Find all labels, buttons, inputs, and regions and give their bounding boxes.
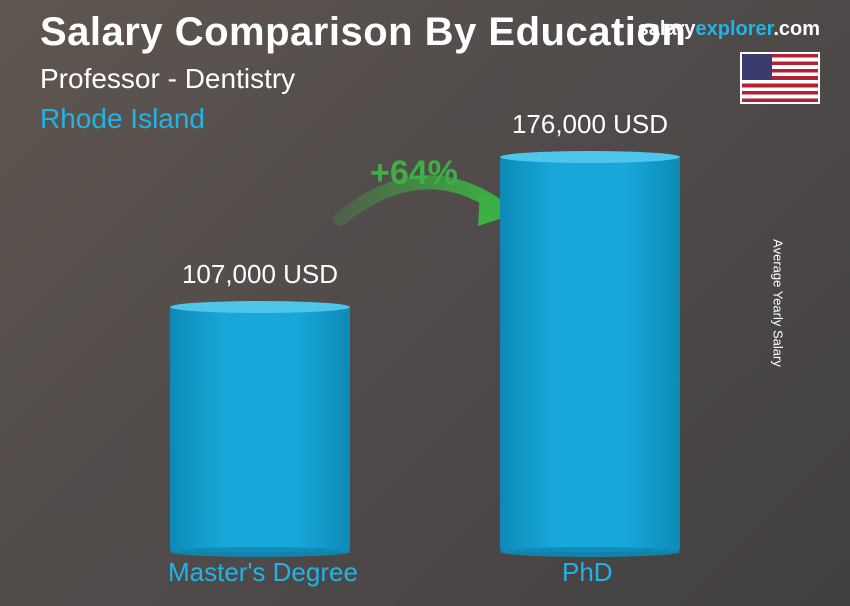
value-label: 176,000 USD [512,109,668,140]
flag-icon [740,52,820,104]
category-label: Master's Degree [168,557,358,588]
bar-chart: 107,000 USD 176,000 USD Master's Degree … [0,154,850,594]
subtitle: Professor - Dentistry [40,63,830,95]
bar-phd: 176,000 USD [500,157,680,552]
value-label: 107,000 USD [182,259,338,290]
bar-body [170,307,350,552]
brand-label: salaryexplorer.com [638,18,820,41]
brand-part-a: salary [638,18,696,40]
brand-part-c: .com [773,18,820,40]
category-label: PhD [562,557,613,588]
bar-masters: 107,000 USD [170,307,350,552]
location: Rhode Island [40,103,830,135]
brand-part-b: explorer [695,18,773,40]
bar-body [500,157,680,552]
